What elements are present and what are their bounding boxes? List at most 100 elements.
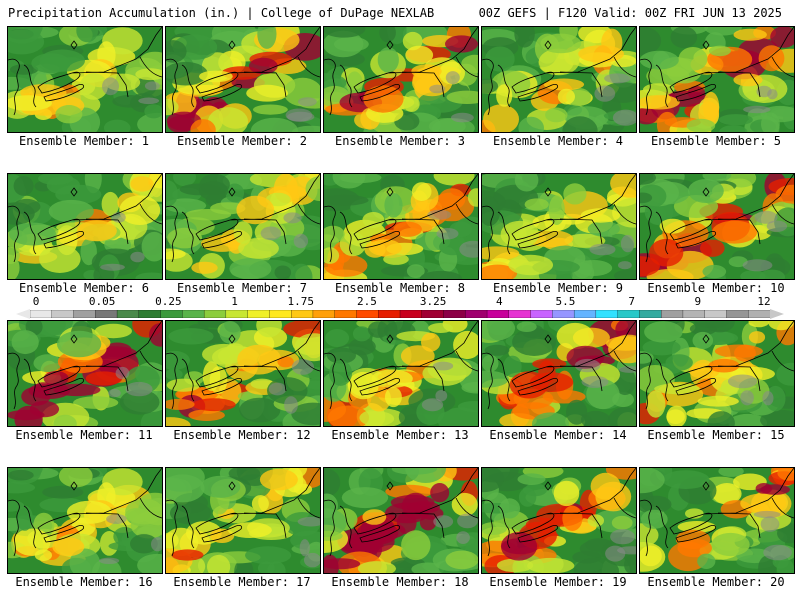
lake-marker bbox=[544, 334, 552, 344]
colorbar-swatch bbox=[160, 310, 183, 318]
colorbar-swatch bbox=[334, 310, 358, 318]
map-boundaries bbox=[640, 27, 794, 116]
ensemble-member-label: Ensemble Member: 16 bbox=[15, 575, 153, 589]
colorbar-swatch bbox=[726, 310, 749, 318]
colorbar-swatch bbox=[552, 310, 575, 318]
ensemble-member-label: Ensemble Member: 5 bbox=[650, 134, 782, 148]
colorbar-tick-label: 12 bbox=[757, 295, 771, 308]
colorbar-swatch bbox=[530, 310, 553, 318]
ensemble-member-label: Ensemble Member: 14 bbox=[489, 428, 627, 442]
ensemble-map-panel bbox=[323, 173, 479, 280]
colorbar-max-arrow bbox=[770, 309, 784, 319]
ensemble-member-label: Ensemble Member: 19 bbox=[489, 575, 627, 589]
ensemble-member-label: Ensemble Member: 2 bbox=[176, 134, 308, 148]
colorbar-swatch bbox=[225, 310, 249, 318]
colorbar-tick-label: 0.05 bbox=[88, 295, 116, 308]
ensemble-map-panel bbox=[7, 26, 163, 133]
ensemble-member-label: Ensemble Member: 11 bbox=[15, 428, 153, 442]
colorbar-swatch bbox=[203, 310, 227, 318]
lake-marker bbox=[70, 40, 78, 50]
colorbar-swatch bbox=[486, 310, 510, 318]
map-boundaries bbox=[166, 27, 320, 116]
ensemble-map-panel bbox=[639, 26, 795, 133]
map-boundaries bbox=[640, 321, 794, 410]
colorbar-swatch bbox=[73, 310, 96, 318]
colorbar-swatch bbox=[748, 310, 770, 318]
model-valid-time: 00Z GEFS | F120 Valid: 00Z FRI JUN 13 20… bbox=[478, 6, 782, 20]
map-boundaries bbox=[482, 468, 636, 557]
colorbar-labels: 0 0.05 0.25 1 1.75 2.5 3.25 4 5.5 7 9 12 bbox=[0, 296, 800, 310]
colorbar-swatch bbox=[30, 310, 53, 318]
map-boundaries bbox=[324, 468, 478, 557]
ensemble-map-panel bbox=[165, 173, 321, 280]
ensemble-map-panel bbox=[165, 467, 321, 574]
colorbar-tick-label: 5.5 bbox=[555, 295, 576, 308]
colorbar-swatch bbox=[508, 310, 532, 318]
lake-marker bbox=[544, 187, 552, 197]
lake-marker bbox=[70, 481, 78, 491]
ensemble-map-panel bbox=[639, 467, 795, 574]
colorbar-swatch bbox=[138, 310, 162, 318]
lake-marker bbox=[386, 187, 394, 197]
ensemble-member-label: Ensemble Member: 10 bbox=[647, 281, 785, 295]
lake-marker bbox=[228, 40, 236, 50]
map-boundaries bbox=[482, 321, 636, 410]
colorbar bbox=[30, 310, 770, 318]
lake-marker bbox=[70, 334, 78, 344]
lake-marker bbox=[702, 481, 710, 491]
lake-marker bbox=[702, 187, 710, 197]
map-boundaries bbox=[482, 174, 636, 263]
map-boundaries bbox=[166, 468, 320, 557]
ensemble-map-panel bbox=[165, 320, 321, 427]
lake-marker bbox=[228, 481, 236, 491]
ensemble-member-label: Ensemble Member: 1 bbox=[18, 134, 150, 148]
colorbar-swatch bbox=[269, 310, 292, 318]
ensemble-member-label: Ensemble Member: 7 bbox=[176, 281, 308, 295]
colorbar-tick-label: 0.25 bbox=[155, 295, 182, 308]
colorbar-swatch bbox=[465, 310, 488, 318]
colorbar-tick-label: 2.5 bbox=[356, 295, 377, 308]
ensemble-map-panel bbox=[481, 320, 637, 427]
colorbar-tick-label: 0 bbox=[32, 295, 40, 308]
lake-marker bbox=[70, 187, 78, 197]
colorbar-swatch bbox=[443, 310, 466, 318]
colorbar-swatch bbox=[182, 310, 205, 318]
lake-marker bbox=[386, 481, 394, 491]
colorbar-swatch bbox=[95, 310, 118, 318]
colorbar-tick-label: 9 bbox=[694, 295, 702, 308]
colorbar-swatch bbox=[247, 310, 271, 318]
ensemble-member-label: Ensemble Member: 3 bbox=[334, 134, 466, 148]
colorbar-swatch bbox=[116, 310, 140, 318]
map-boundaries bbox=[482, 27, 636, 116]
lake-marker bbox=[386, 40, 394, 50]
ensemble-map-panel bbox=[639, 320, 795, 427]
ensemble-member-label: Ensemble Member: 20 bbox=[647, 575, 785, 589]
ensemble-member-label: Ensemble Member: 12 bbox=[173, 428, 311, 442]
lake-marker bbox=[702, 334, 710, 344]
ensemble-map-panel bbox=[7, 467, 163, 574]
colorbar-swatch bbox=[573, 310, 597, 318]
ensemble-map-panel bbox=[481, 173, 637, 280]
map-boundaries bbox=[166, 321, 320, 410]
ensemble-member-label: Ensemble Member: 18 bbox=[331, 575, 469, 589]
ensemble-member-label: Ensemble Member: 17 bbox=[173, 575, 311, 589]
ensemble-map-panel bbox=[639, 173, 795, 280]
ensemble-member-label: Ensemble Member: 4 bbox=[492, 134, 624, 148]
colorbar-swatch bbox=[661, 310, 684, 318]
colorbar-swatch bbox=[356, 310, 379, 318]
lake-marker bbox=[228, 334, 236, 344]
ensemble-member-label: Ensemble Member: 8 bbox=[334, 281, 466, 295]
lake-marker bbox=[702, 40, 710, 50]
map-boundaries bbox=[8, 27, 162, 116]
colorbar-min-arrow bbox=[16, 309, 30, 319]
colorbar-swatch bbox=[312, 310, 336, 318]
lake-marker bbox=[544, 481, 552, 491]
colorbar-swatch bbox=[399, 310, 423, 318]
map-boundaries bbox=[8, 174, 162, 263]
colorbar-swatch bbox=[291, 310, 314, 318]
colorbar-swatch bbox=[595, 310, 619, 318]
colorbar-swatch bbox=[704, 310, 728, 318]
map-title: Precipitation Accumulation (in.) | Colle… bbox=[8, 6, 435, 20]
colorbar-swatch bbox=[639, 310, 662, 318]
